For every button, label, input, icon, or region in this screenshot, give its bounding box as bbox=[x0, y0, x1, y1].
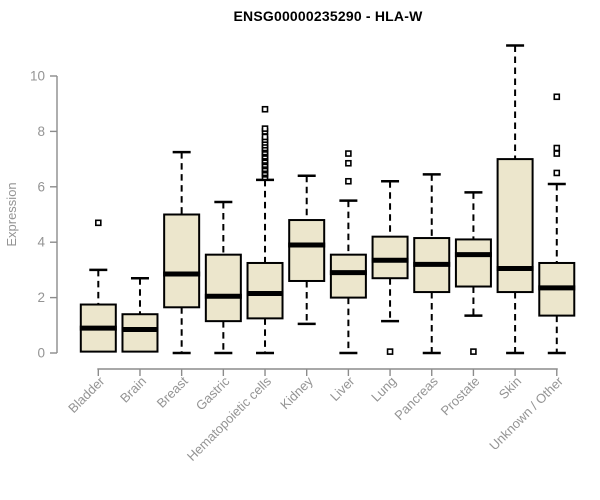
box-skin bbox=[496, 158, 534, 294]
x-category-label-kidney: Kidney bbox=[277, 373, 316, 412]
outlier-unknown-other bbox=[553, 150, 561, 157]
box-hematopoietic-cells bbox=[246, 261, 284, 320]
x-category-label-unknown-other: Unknown / Other bbox=[486, 373, 566, 453]
y-tick-label: 0 bbox=[37, 346, 45, 361]
box-prostate bbox=[454, 238, 492, 288]
y-tick-label: 6 bbox=[37, 179, 45, 194]
outlier-liver bbox=[345, 159, 352, 167]
outlier-prostate bbox=[470, 348, 477, 355]
outlier-unknown-other bbox=[553, 144, 561, 152]
box-kidney bbox=[288, 219, 326, 282]
x-category-label-liver: Liver bbox=[327, 373, 358, 404]
outlier-hematopoietic-cells bbox=[261, 125, 269, 132]
outlier-liver bbox=[345, 177, 352, 185]
outlier-unknown-other bbox=[553, 93, 561, 101]
box-gastric bbox=[204, 253, 242, 323]
outlier-unknown-other bbox=[553, 169, 561, 177]
x-category-label-pancreas: Pancreas bbox=[391, 373, 441, 423]
x-category-label-lung: Lung bbox=[368, 374, 399, 405]
y-tick-label: 8 bbox=[37, 124, 45, 139]
outlier-hematopoietic-cells bbox=[261, 105, 269, 113]
box-breast bbox=[163, 213, 201, 309]
y-tick-label: 10 bbox=[30, 69, 45, 84]
box-brain bbox=[121, 313, 159, 353]
y-tick-label: 4 bbox=[37, 235, 45, 250]
outlier-bladder bbox=[95, 219, 102, 227]
y-tick-label: 2 bbox=[37, 290, 45, 305]
chart-title: ENSG00000235290 - HLA-W bbox=[233, 8, 423, 24]
x-category-label-prostate: Prostate bbox=[438, 374, 483, 419]
x-category-label-brain: Brain bbox=[117, 374, 149, 406]
outlier-hematopoietic-cells bbox=[261, 133, 269, 141]
x-category-label-bladder: Bladder bbox=[65, 373, 108, 416]
box-liver bbox=[329, 253, 367, 299]
outlier-lung bbox=[386, 348, 394, 355]
outlier-liver bbox=[345, 150, 352, 157]
box-lung bbox=[371, 235, 409, 280]
x-category-label-skin: Skin bbox=[496, 374, 524, 402]
x-category-label-breast: Breast bbox=[154, 373, 191, 410]
x-category-label-gastric: Gastric bbox=[193, 373, 233, 413]
y-axis-title: Expression bbox=[4, 182, 19, 246]
